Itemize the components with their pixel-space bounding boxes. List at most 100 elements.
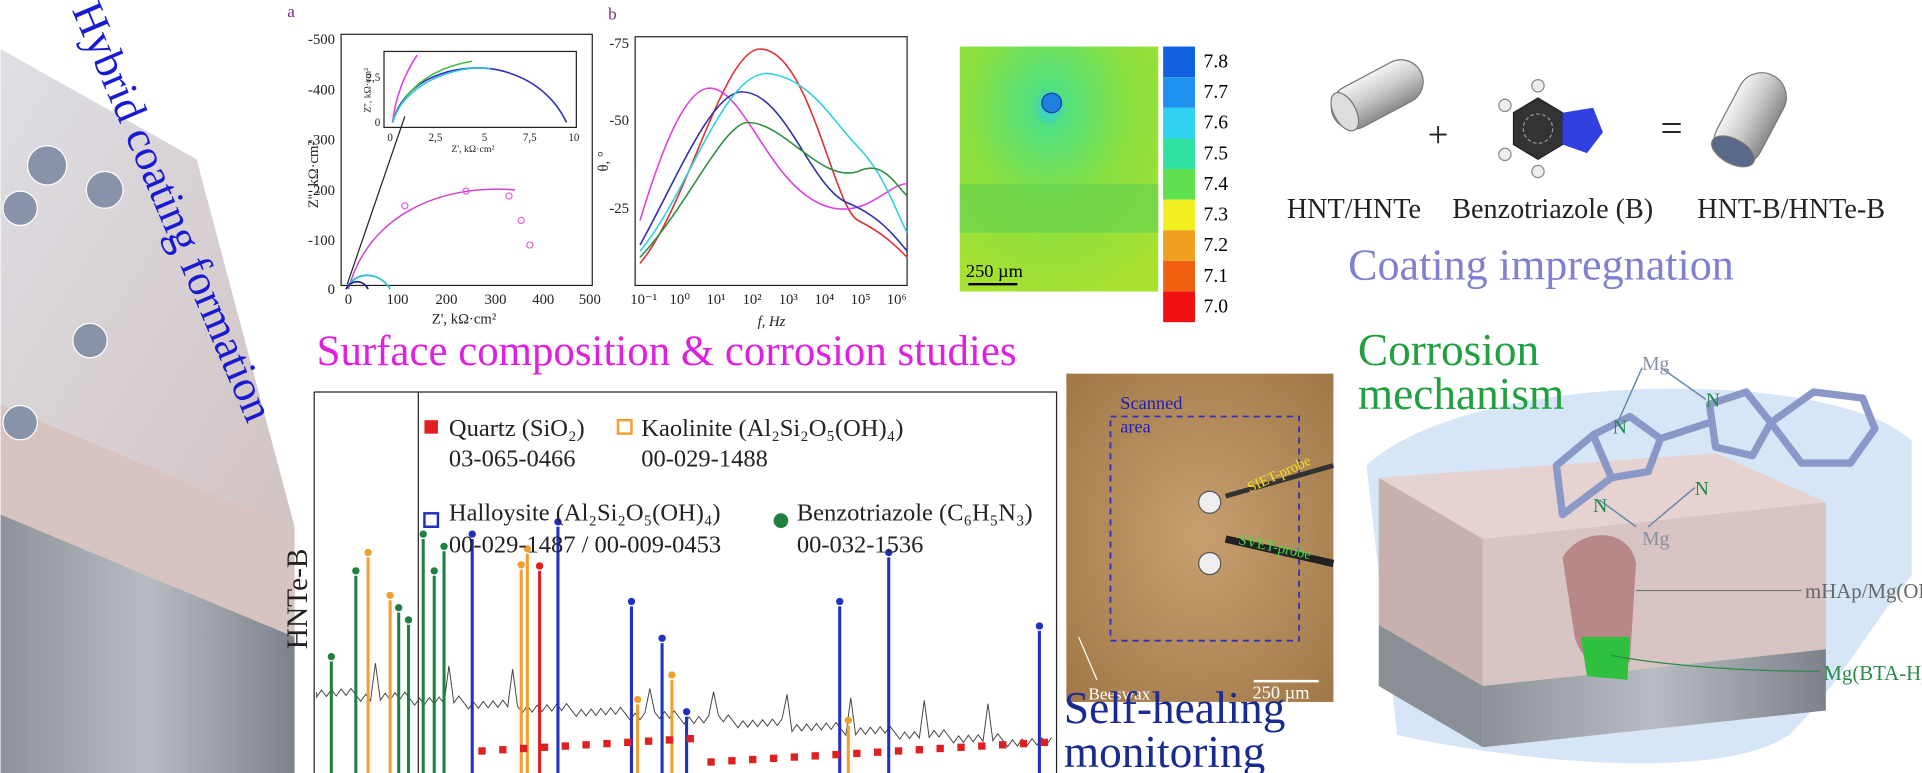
scale-bar: 250 µm: [966, 261, 1023, 281]
inset-y-tick: 0: [375, 117, 381, 129]
section-title: Self-healing: [1064, 683, 1285, 733]
y-tick-label: -50: [609, 113, 629, 129]
xrd-marker: [1040, 738, 1048, 747]
colorbar-segment: [1163, 138, 1195, 170]
scanned-label: Scanned: [1120, 393, 1182, 413]
y-axis-label: θ, °: [596, 151, 612, 171]
x-axis-label: Z', kΩ·cm²: [432, 311, 497, 327]
xrd-marker: [478, 747, 486, 755]
nyquist-plot: a -500 -400 -300 -200 -100 0 0 100 200 3…: [287, 2, 601, 327]
colorbar-segment: [1163, 46, 1195, 78]
xrd-marker: [769, 754, 778, 762]
x-tick-label: 10⁰: [670, 292, 691, 308]
xrd-marker: [682, 708, 691, 716]
xrd-background: [316, 663, 1053, 748]
inset-x-tick: 2,5: [429, 132, 443, 144]
xrd-marker: [644, 737, 653, 745]
xrd-marker: [327, 652, 336, 661]
xrd-marker: [728, 757, 736, 765]
xrd-marker: [523, 545, 532, 553]
xrd-marker: [957, 743, 965, 751]
xrd-marker: [874, 748, 882, 756]
x-tick-label: 200: [435, 292, 457, 308]
xrd-marker: [561, 742, 569, 750]
inset-x-tick: 5: [482, 132, 488, 144]
inset-x-tick: 0: [387, 132, 393, 144]
legend-label: Kaolinite (Al₂Si₂O₅(OH)₄): [641, 415, 903, 442]
colorbar-segment: [1163, 230, 1195, 261]
xrd-marker: [519, 744, 528, 753]
potential-map: 250 µm 7.8 7.7 7.6 7.5 7.4 7.3 7.2 7.1 7.0: [959, 46, 1229, 323]
x-tick-label: 100: [386, 292, 408, 308]
scanned-label: area: [1120, 416, 1151, 436]
xrd-marker: [665, 736, 674, 744]
xrd-marker: [364, 548, 372, 557]
xrd-marker: [707, 758, 715, 766]
operator: +: [1428, 114, 1449, 155]
xrd-marker: [386, 591, 394, 600]
beeswax-label: Beeswax: [1088, 684, 1150, 703]
y-tick-label: 0: [328, 282, 335, 298]
colorbar-label: 7.5: [1204, 143, 1229, 164]
xrd-marker: [419, 530, 427, 538]
section-title: monitoring: [1064, 727, 1265, 773]
xrd-marker: [936, 744, 944, 753]
y-tick-label: -300: [308, 133, 335, 149]
x-tick-label: 10⁴: [815, 292, 835, 308]
x-tick-label: 500: [579, 292, 601, 308]
x-tick-label: 0: [345, 292, 352, 308]
colorbar-label: 7.8: [1204, 51, 1229, 72]
xrd-marker: [844, 716, 852, 724]
y-tick-label: -400: [308, 82, 335, 98]
y-tick-label: -200: [308, 183, 335, 199]
y-axis-label: HNTe-B: [282, 548, 314, 649]
xrd-marker: [658, 634, 666, 642]
xrd-marker: [499, 746, 507, 754]
section-title: Corrosion: [1358, 325, 1539, 375]
xrd-marker: [352, 567, 360, 575]
colorbar-label: 7.7: [1204, 82, 1229, 103]
colorbar-segment: [1163, 291, 1195, 323]
panel-label: a: [287, 2, 295, 21]
colorbar-segment: [1163, 77, 1195, 108]
y-tick-label: -500: [308, 32, 335, 48]
colorbar-label: 7.0: [1204, 296, 1229, 317]
colorbar-label: 7.4: [1204, 174, 1229, 195]
xrd-marker: [633, 695, 642, 704]
atom-label: Mg: [1642, 354, 1669, 375]
atom-label: N: [1593, 496, 1607, 517]
xrd-marker: [686, 735, 694, 743]
section-title: Surface composition & corrosion studies: [317, 328, 1017, 375]
mechanism-scheme: Mg N N N N Mg mHAp/Mg(OH)₂ Mg(BTA-H)₂: [1366, 354, 1922, 764]
atom-label: N: [1695, 479, 1709, 500]
x-tick-label: 400: [532, 292, 554, 308]
xrd-marker: [404, 616, 413, 624]
scale-bar: 250 µm: [1253, 682, 1310, 702]
x-tick-label: 300: [484, 292, 506, 308]
xrd-marker: [832, 750, 840, 759]
colorbar-label: 7.6: [1204, 113, 1229, 134]
inset-y-tick: 2,5: [367, 72, 381, 84]
atom-label: N: [1706, 391, 1720, 412]
colorbar-segment: [1163, 260, 1195, 292]
xrd-marker: [915, 746, 924, 754]
xrd-marker: [468, 530, 476, 538]
colorbar-label: 7.3: [1204, 205, 1229, 226]
atom-label: Mg: [1642, 529, 1669, 550]
xrd-marker: [582, 741, 590, 749]
panel-label: b: [608, 5, 617, 24]
xrd-marker: [603, 739, 611, 748]
btz-label: Benzotriazole (B): [1452, 194, 1653, 225]
xrd-marker: [627, 597, 636, 606]
xrd-marker: [517, 561, 525, 569]
coating-illustration: Hybrid coating formation: [0, 0, 295, 773]
x-tick-label: 10¹: [706, 292, 725, 308]
legend-card: 00-029-1487 / 00-009-0453: [449, 531, 721, 558]
x-tick-label: 10²: [743, 292, 763, 308]
section-title: mechanism: [1358, 369, 1564, 419]
y-tick-label: -25: [609, 201, 629, 217]
colorbar-label: 7.2: [1204, 235, 1229, 256]
legend-card: 00-032-1536: [797, 531, 924, 558]
x-axis-label: f, Hz: [758, 314, 786, 330]
xrd-marker: [978, 742, 986, 750]
